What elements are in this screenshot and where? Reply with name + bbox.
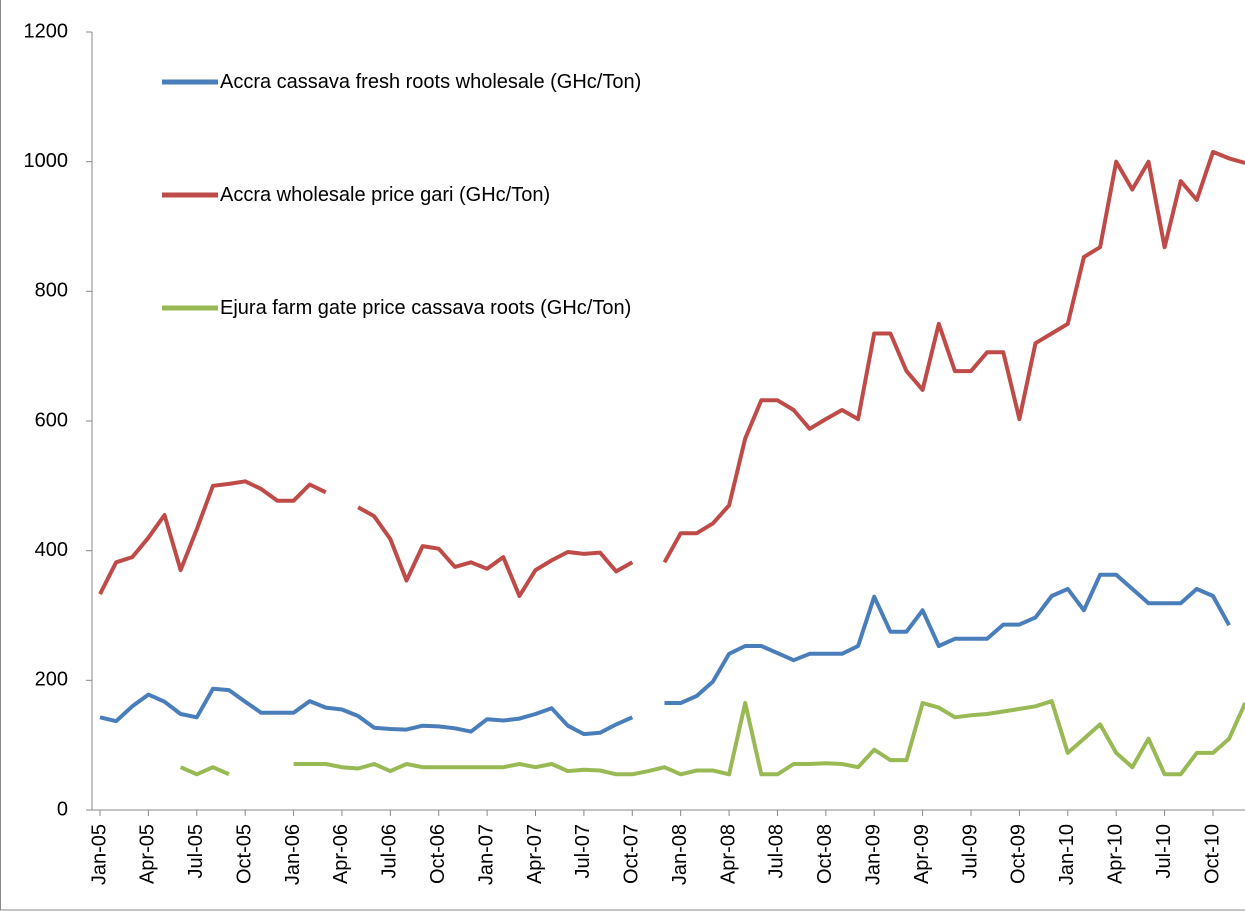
x-tick-label: Jan-06: [282, 824, 304, 885]
x-tick-label: Jul-06: [379, 824, 401, 878]
y-tick-label: 200: [35, 669, 68, 691]
x-tick-label: Apr-07: [524, 824, 546, 884]
y-tick-label: 600: [35, 409, 68, 431]
x-tick-label: Apr-09: [911, 824, 933, 884]
x-tick-label: Oct-06: [427, 824, 449, 884]
x-tick-label: Oct-07: [621, 824, 643, 884]
x-tick-label: Jul-05: [185, 824, 207, 878]
legend-label: Accra wholesale price gari (GHc/Ton): [220, 184, 551, 206]
y-tick-label: 400: [35, 539, 68, 561]
x-tick-label: Oct-05: [233, 824, 255, 884]
x-tick-label: Oct-09: [1008, 824, 1030, 884]
x-tick-label: Jan-10: [1056, 824, 1078, 885]
series-line: [179, 699, 1245, 777]
x-tick-label: Jan-07: [475, 824, 497, 885]
legend-label: Accra cassava fresh roots wholesale (GHc…: [220, 71, 642, 93]
x-tick-label: Apr-08: [717, 824, 739, 884]
x-tick-label: Jul-10: [1153, 824, 1175, 878]
x-tick-label: Jul-08: [766, 824, 788, 878]
y-tick-label: 1000: [24, 150, 69, 172]
series-line: [98, 149, 1245, 598]
y-tick-label: 800: [35, 280, 68, 302]
x-tick-label: Apr-05: [137, 824, 159, 884]
x-tick-label: Oct-08: [814, 824, 836, 884]
x-tick-label: Apr-10: [1104, 824, 1126, 884]
x-tick-label: Jan-05: [88, 824, 110, 885]
x-tick-label: Jan-08: [669, 824, 691, 885]
y-tick-label: 1200: [24, 20, 69, 42]
y-tick-label: 0: [57, 798, 68, 820]
x-tick-label: Jul-09: [959, 824, 981, 878]
series-line: [99, 572, 1231, 737]
x-tick-label: Apr-06: [330, 824, 352, 884]
x-tick-label: Jan-09: [863, 824, 885, 885]
x-tick-label: Jul-07: [572, 824, 594, 878]
x-tick-label: Oct-10: [1201, 824, 1223, 884]
legend-label: Ejura farm gate price cassava roots (GHc…: [220, 297, 632, 319]
